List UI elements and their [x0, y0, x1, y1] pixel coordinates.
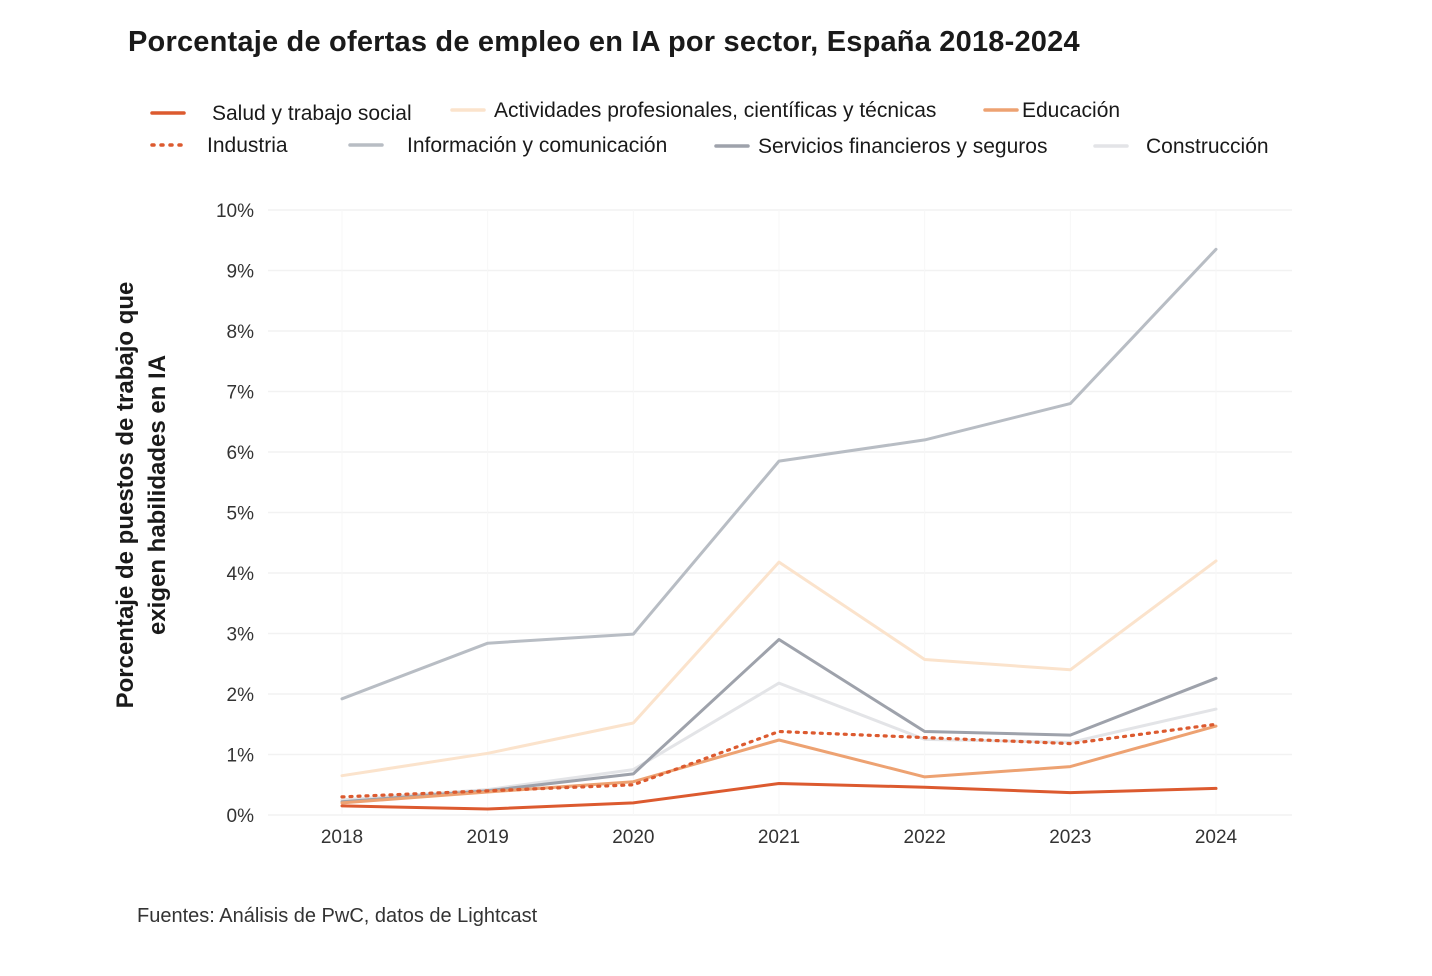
source-note: Fuentes: Análisis de PwC, datos de Light… [137, 905, 538, 927]
legend-label-0: Salud y trabajo social [212, 102, 412, 125]
y-tick-label: 3% [227, 625, 255, 646]
x-tick-label: 2022 [904, 827, 946, 848]
y-tick-label: 9% [227, 262, 255, 283]
y-tick-label: 1% [227, 746, 255, 767]
y-tick-label: 10% [216, 201, 254, 222]
y-tick-label: 2% [227, 685, 255, 706]
y-axis-ticks: 0% 1% 2% 3% 4% 5% 6% 7% 8% 9% 10% [216, 201, 254, 827]
x-tick-label: 2021 [758, 827, 800, 848]
y-axis-label: Porcentaje de puestos de trabajo que [112, 282, 139, 709]
y-tick-label: 5% [227, 504, 255, 525]
legend-label-3: Industria [207, 134, 288, 157]
y-axis-label-line-2: exigen habilidades en IA [144, 355, 171, 635]
y-tick-label: 8% [227, 322, 255, 343]
series-line-1 [340, 559, 1218, 778]
legend-label-1: Actividades profesionales, científicas y… [494, 99, 936, 122]
chart-title: Porcentaje de ofertas de empleo en IA po… [128, 26, 1080, 58]
x-tick-label: 2023 [1049, 827, 1091, 848]
legend-label-6: Construcción [1146, 135, 1269, 158]
y-tick-label: 0% [227, 806, 255, 827]
x-axis-ticks: 2018 2019 2020 2021 2022 2023 2024 [321, 827, 1238, 848]
series-line-4 [340, 247, 1218, 701]
series-line-0 [340, 782, 1218, 811]
x-tick-label: 2019 [467, 827, 509, 848]
y-tick-label: 7% [227, 383, 255, 404]
legend-label-2: Educación [1022, 99, 1120, 122]
series-lines [340, 247, 1218, 811]
x-tick-label: 2018 [321, 827, 363, 848]
series-line-3 [340, 722, 1218, 799]
legend: Salud y trabajo social Actividades profes… [150, 99, 1269, 158]
x-tick-label: 2020 [612, 827, 654, 848]
legend-label-5: Servicios financieros y seguros [758, 135, 1047, 158]
y-tick-label: 6% [227, 443, 255, 464]
legend-label-4: Información y comunicación [407, 134, 667, 157]
gridlines [268, 209, 1292, 816]
y-tick-label: 4% [227, 564, 255, 585]
x-tick-label: 2024 [1195, 827, 1238, 848]
